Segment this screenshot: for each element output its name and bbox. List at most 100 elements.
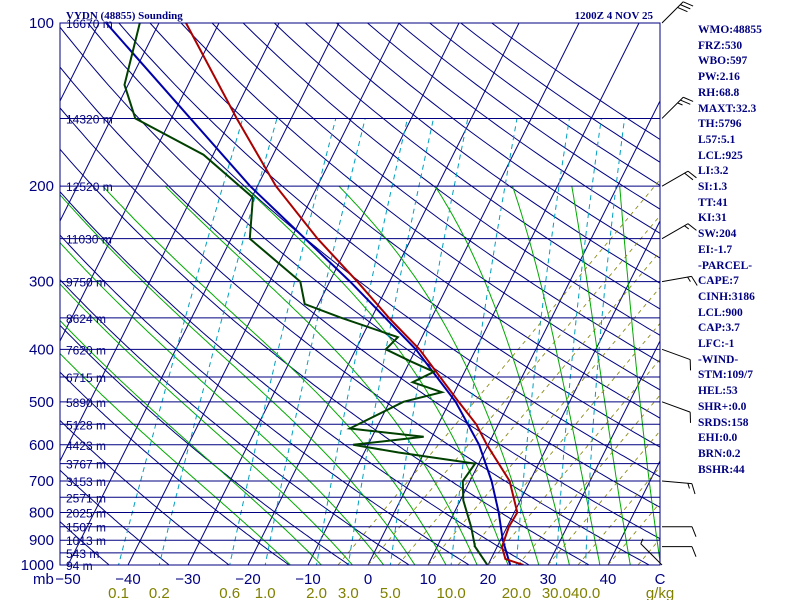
index-item: EHI:0.0 [698,432,738,445]
index-item: PW:2.16 [698,71,740,84]
moist-adiabat-line [434,185,570,565]
mixing-ratio-label: 30.0 [542,585,571,600]
index-item: TH:5796 [698,118,742,131]
wind-barb-flag [684,225,690,230]
mixing-ratio-label: 1.0 [255,585,276,600]
moist-adiabat-line [60,319,323,565]
index-item: STM:109/7 [698,369,753,382]
indices-panel: WMO:48855 FRZ:530 WBO:597 PW:2.16 RH:68.8 MAX… [698,23,798,478]
index-item: -PARCEL- [698,259,753,272]
pressure-tick-label: 800 [29,504,54,521]
wind-barb [661,480,696,495]
isotherm-line [0,11,45,577]
index-item: CINH:3186 [698,290,755,303]
dry-adiabat-line [60,234,471,565]
guide-line [487,358,660,565]
dry-adiabat-line [60,278,411,565]
wind-barb-staff [661,401,691,413]
mixing-ratio-label: 10.0 [437,585,466,600]
guide-line [517,394,660,565]
guide-line [367,215,660,565]
height-label: 1507 m [66,521,106,535]
wind-barb [661,223,697,240]
temperature-curve [185,23,524,565]
height-label: 6715 m [66,371,106,385]
height-label: 9750 m [66,276,106,290]
height-label: 2571 m [66,491,106,505]
isotherm-line [60,23,160,223]
wind-barb-flag [683,1,694,7]
wind-barb-staff [640,543,663,566]
index-item: WMO:48855 [698,24,762,36]
height-label: 14320 m [66,112,113,126]
pressure-tick-label: 400 [29,341,54,358]
wind-barb-staff [661,275,692,283]
pressure-tick-label: 900 [29,532,54,549]
temperature-tick-label: 10 [420,571,437,588]
moist-adiabat-line [338,185,540,565]
wind-barb-flag [680,99,691,105]
wind-barb-staff [661,348,691,361]
dry-adiabat-line [60,469,170,565]
dry-adiabat-line [60,26,660,508]
wind-barb-flag [691,546,697,557]
index-item: LFC:-1 [698,338,735,351]
index-item: LI:3.2 [698,165,729,178]
index-item: HEL:53 [698,385,738,398]
index-item: SI:1.3 [698,181,728,194]
index-item: -WIND- [698,353,739,366]
index-item: LCL:900 [698,306,743,319]
moist-adiabat-line [60,194,416,565]
height-label: 1013 m [66,534,106,548]
isotherm-line [427,99,660,565]
wind-barb-flag [680,4,691,10]
isotherm-line [367,23,640,565]
dry-adiabat-line [211,23,660,363]
wind-barb-flag [684,172,694,181]
isotherm-line [487,219,660,565]
pressure-tick-label: 300 [29,274,54,291]
wind-barb-flag [691,276,698,286]
wind-barb-flag [687,483,690,489]
parcel-curve [105,23,512,565]
wind-barb-flag [687,276,691,282]
temperature-tick-label: −50 [55,571,80,588]
height-label: 16670 m [66,17,113,31]
wind-barb-staff [661,480,692,485]
pressure-tick-label: 1000 [21,557,54,574]
height-label: 2025 m [66,506,106,520]
dry-adiabat-line [60,148,591,565]
height-label: 8624 m [66,312,106,326]
wind-barb [662,546,697,557]
height-label: 4423 m [66,439,106,453]
index-item: FRZ:530 [698,39,743,52]
dry-adiabat-line [60,66,660,540]
index-item: KI:31 [698,212,727,225]
height-label: 543 m [66,547,99,561]
moist-adiabat-line [571,186,631,565]
dry-adiabat-line [60,371,290,565]
wind-barb [661,170,697,187]
dry-adiabat-line [335,23,660,259]
mixing-ratio-label: 3.0 [338,585,359,600]
wind-barb-flag [691,526,697,537]
sounding-profiles [105,23,524,565]
dry-adiabat-line [60,520,110,565]
wind-barb-staff [661,223,689,240]
wind-barb-flag [677,102,683,106]
mixing-ratio-label: 0.2 [149,585,170,600]
index-item: RH:68.8 [698,86,740,99]
temperature-tick-label: 30 [540,571,557,588]
wind-barb-flag [640,538,644,544]
wind-barb-flag [687,170,697,179]
mixing-ratio-label: 2.0 [306,585,327,600]
temperature-tick-label: 20 [480,571,497,588]
mixing-ratio-label: 0.6 [219,585,240,600]
wind-barb-staff [661,96,684,119]
guide-line [337,179,660,565]
height-label: 7620 m [66,343,106,357]
dry-adiabat-line [60,191,531,565]
dry-adiabat-line [304,23,660,284]
height-label: 5128 m [66,418,106,432]
